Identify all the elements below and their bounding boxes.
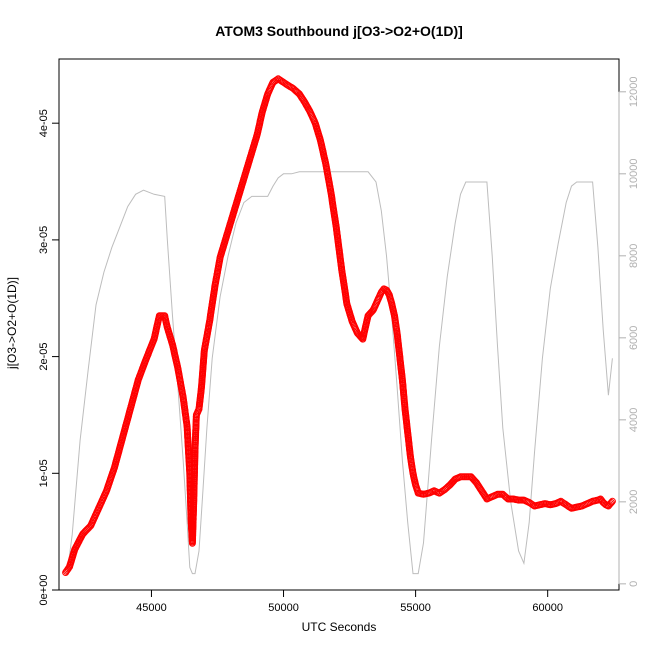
y-tick-label: 4e-05 — [38, 109, 50, 137]
x-tick-label: 55000 — [400, 602, 431, 614]
photolysis-rate-series — [62, 75, 616, 576]
y2-tick-label: 0 — [628, 581, 640, 587]
y-tick-label: 3e-05 — [38, 226, 50, 254]
y-tick-label: 1e-05 — [38, 459, 50, 487]
data-point — [608, 497, 616, 505]
y2-tick-label: 6000 — [628, 326, 640, 350]
data-point-fill — [598, 497, 606, 505]
y-tick-label: 2e-05 — [38, 343, 50, 371]
x-tick-label: 50000 — [268, 602, 299, 614]
x-axis-label: UTC Seconds — [302, 620, 377, 634]
plot-frame — [58, 58, 620, 591]
y2-tick-label: 8000 — [628, 244, 640, 268]
y2-tick-label: 4000 — [628, 408, 640, 432]
y2-tick-label: 10000 — [628, 159, 640, 190]
altitude-line — [66, 171, 613, 576]
x-tick-label: 60000 — [532, 602, 563, 614]
data-point-fill — [606, 500, 614, 508]
data-point-fill — [607, 499, 615, 506]
left-y-axis: 0e+00 1e-05 2e-05 3e-05 4e-05 — [38, 109, 60, 606]
chart-title: ATOM3 Southbound j[O3->O2+O(1D)] — [215, 23, 463, 39]
x-tick-label: 45000 — [136, 602, 167, 614]
right-y-axis: 0 2000 4000 6000 8000 10000 12000 — [618, 77, 640, 587]
y2-tick-label: 2000 — [628, 490, 640, 514]
y-tick-label: 0e+00 — [38, 575, 50, 606]
data-point-fill — [529, 501, 537, 509]
x-axis: 45000 50000 55000 60000 — [136, 589, 563, 614]
data-point-fill — [566, 503, 574, 511]
data-point-fill — [502, 493, 510, 501]
altitude-series — [66, 171, 613, 576]
y2-tick-label: 12000 — [628, 77, 640, 108]
y-axis-label: j[O3->O2+O(1D)] — [5, 277, 19, 370]
